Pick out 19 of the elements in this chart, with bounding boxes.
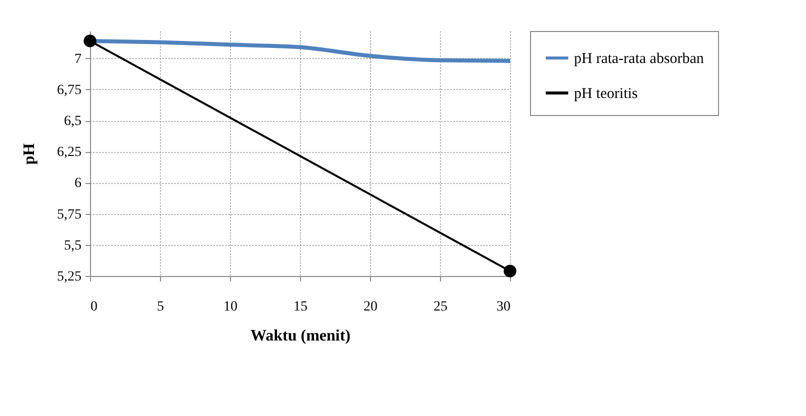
y-tick-label: 6,75	[57, 82, 82, 98]
y-tick-label: 5,25	[57, 270, 82, 284]
x-tick-label: 30	[496, 300, 510, 314]
y-axis-title: pH	[21, 142, 38, 165]
x-tick-label: 20	[364, 300, 378, 314]
y-tick-label: 6,25	[57, 145, 82, 160]
y-tick-label: 6	[74, 176, 82, 192]
x-axis-title: Waktu (menit)	[250, 328, 350, 344]
legend-label: pH teoritis	[574, 86, 638, 102]
y-tick-label: 6,5	[64, 114, 82, 130]
y-tick-label: 5,75	[57, 207, 82, 222]
x-tick-label: 5	[157, 300, 164, 314]
x-tick-label: 10	[224, 300, 238, 314]
x-tick-label: 0	[90, 300, 98, 314]
y-tick-label: 5,5	[64, 238, 82, 254]
x-tick-label: 25	[434, 300, 448, 314]
y-tick-label: 7	[74, 52, 82, 67]
x-tick-label: 15	[294, 300, 308, 314]
legend-label: pH rata-rata absorban	[574, 51, 704, 67]
